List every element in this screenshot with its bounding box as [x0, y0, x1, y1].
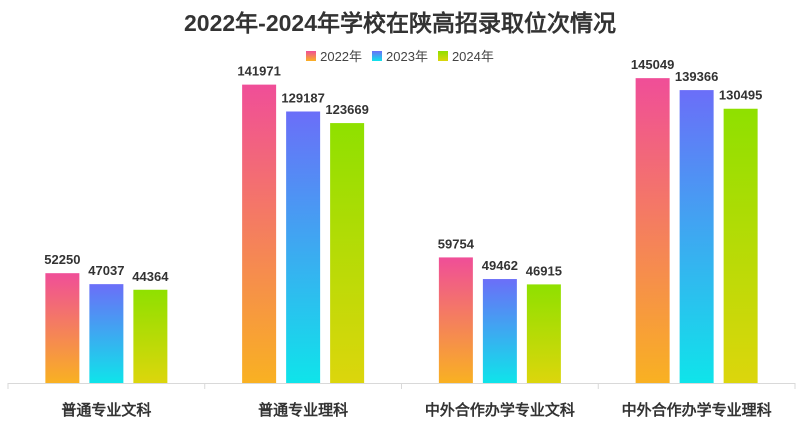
legend-swatch — [372, 50, 383, 61]
data-label: 47037 — [88, 263, 124, 278]
bar[interactable] — [635, 78, 670, 384]
legend-swatch — [437, 50, 448, 61]
legend-swatch — [306, 50, 317, 61]
bar[interactable] — [438, 257, 473, 383]
data-label: 46915 — [526, 263, 562, 278]
bar[interactable] — [133, 289, 168, 383]
legend-label: 2023年 — [386, 49, 428, 64]
data-label: 130495 — [719, 88, 762, 103]
legend-item-2023[interactable]: 2023年 — [372, 46, 428, 65]
x-tick-label: 普通专业文科 — [61, 401, 151, 419]
legend-item-2022[interactable]: 2022年 — [306, 46, 362, 65]
data-label: 52250 — [44, 252, 80, 267]
bar[interactable] — [45, 273, 80, 383]
bar[interactable] — [89, 284, 124, 383]
data-label: 44364 — [132, 269, 169, 284]
bar[interactable] — [330, 123, 365, 383]
bar[interactable] — [286, 111, 321, 383]
data-label: 49462 — [482, 258, 518, 273]
bar[interactable] — [482, 279, 517, 383]
x-tick-label: 中外合作办学专业文科 — [425, 401, 575, 419]
x-tick-label: 中外合作办学专业理科 — [622, 401, 772, 419]
legend-label: 2022年 — [320, 49, 363, 64]
chart-title: 2022年-2024年学校在陕高招录取位次情况 — [184, 10, 616, 36]
bar[interactable] — [679, 90, 714, 383]
legend-label: 2024年 — [451, 49, 494, 64]
bar[interactable] — [723, 108, 758, 383]
bar[interactable] — [242, 84, 277, 383]
legend-item-2024[interactable]: 2024年 — [437, 46, 494, 65]
data-label: 141971 — [237, 64, 280, 79]
bar[interactable] — [526, 284, 561, 383]
x-tick-label: 普通专业理科 — [258, 401, 348, 419]
data-label: 145049 — [631, 57, 674, 72]
data-label: 59754 — [438, 236, 475, 251]
data-label: 139366 — [675, 69, 718, 84]
legend: 2022年 2023年 2024年 — [0, 46, 800, 65]
data-label: 129187 — [281, 90, 324, 105]
data-label: 123669 — [325, 102, 368, 117]
